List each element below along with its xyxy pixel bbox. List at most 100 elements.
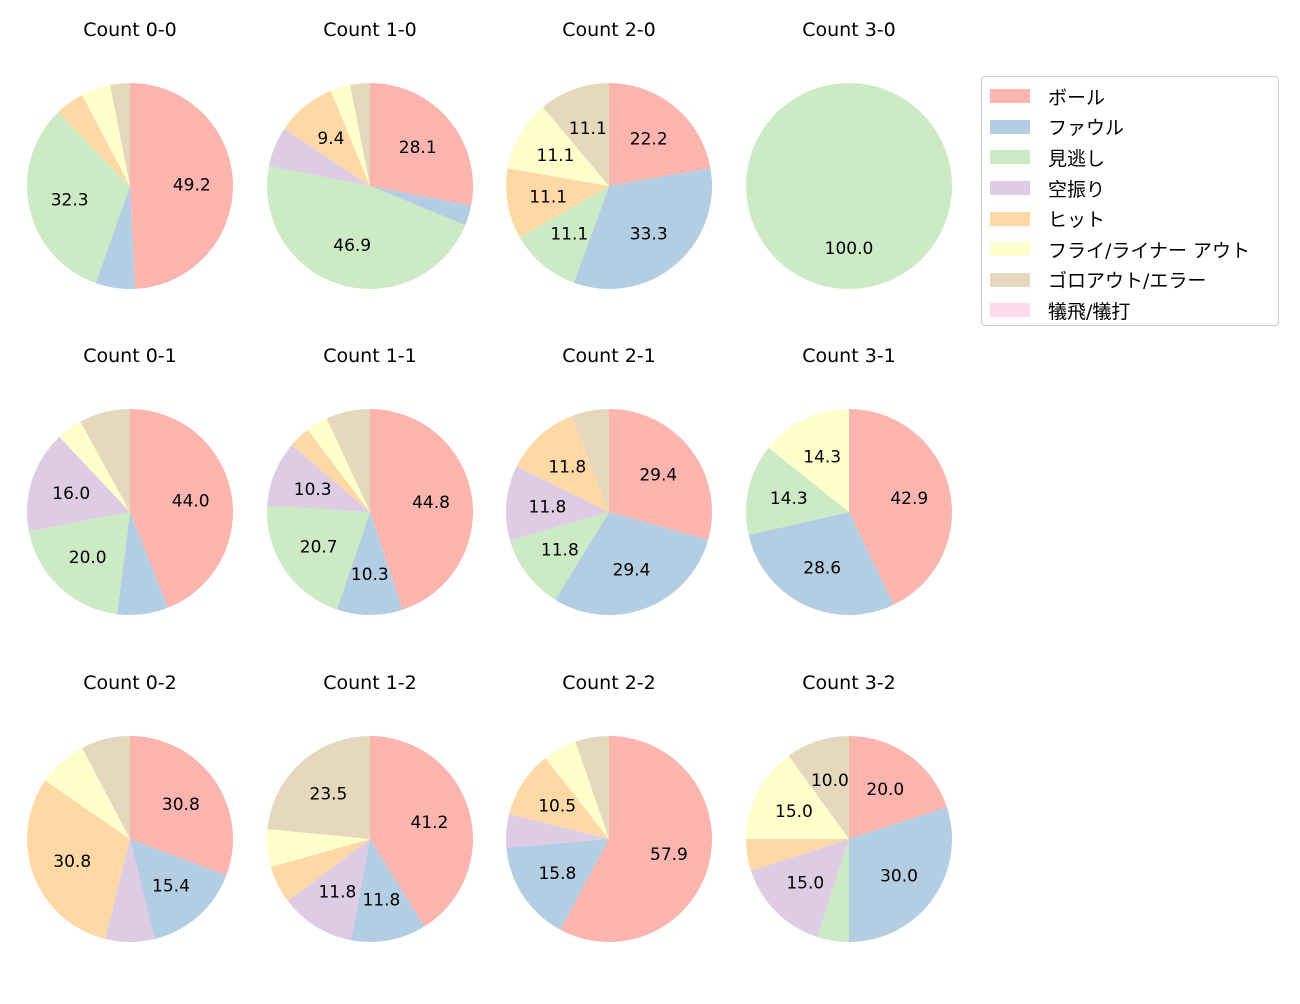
- slice-value-label: 11.8: [318, 883, 356, 903]
- legend-swatch: [990, 211, 1030, 226]
- slice-value-label: 11.1: [537, 146, 575, 166]
- slice-value-label: 11.8: [541, 540, 579, 560]
- pie-slice-3: [267, 444, 370, 512]
- pie-slice-1: [117, 512, 168, 615]
- pie-slice-1: [336, 512, 403, 615]
- slice-value-label: 44.0: [172, 491, 210, 511]
- slice-value-label: 10.0: [811, 771, 849, 791]
- slice-value-label: 32.3: [51, 190, 89, 210]
- pie-slice-3: [27, 436, 131, 532]
- pie-slice-5: [768, 409, 849, 512]
- legend-item: 空振り: [990, 173, 1278, 204]
- pie-slice-3: [268, 128, 370, 186]
- pie-title: Count 0-2: [83, 672, 177, 694]
- slice-value-label: 15.0: [786, 874, 824, 894]
- pie-slice-4: [291, 429, 370, 512]
- pie-slice-5: [307, 418, 370, 512]
- pie-slice-4: [270, 839, 370, 901]
- pie-title: Count 1-2: [323, 672, 417, 694]
- pie-title: Count 0-1: [83, 345, 177, 367]
- legend-swatch: [990, 272, 1030, 287]
- pie-slice-6: [82, 736, 130, 839]
- slice-value-label: 20.0: [866, 780, 904, 800]
- pie-slice-6: [326, 409, 370, 512]
- pie-slice-4: [284, 90, 370, 186]
- legend-item: ファウル: [990, 112, 1278, 143]
- slice-value-label: 100.0: [825, 239, 874, 259]
- pie-slice-6: [267, 736, 370, 839]
- pie-slice-1: [748, 512, 894, 616]
- legend-item: フライ/ライナー アウト: [990, 234, 1278, 265]
- pie-slice-5: [45, 747, 130, 839]
- legend-item: ボール: [990, 81, 1278, 112]
- slice-value-label: 10.5: [538, 796, 576, 816]
- pie-title: Count 2-0: [562, 19, 656, 41]
- pie-slice-4: [505, 168, 609, 238]
- legend-label: ファウル: [1048, 117, 1125, 140]
- pie-slice-4: [516, 415, 609, 512]
- slice-value-label: 30.0: [880, 866, 918, 886]
- legend-swatch: [990, 181, 1030, 196]
- slice-value-label: 33.3: [630, 224, 668, 244]
- slice-value-label: 46.9: [333, 236, 371, 256]
- slice-value-label: 57.9: [650, 845, 688, 865]
- legend-item: ヒット: [990, 203, 1278, 234]
- pie-slice-2: [267, 166, 466, 289]
- pie-title: Count 1-1: [323, 345, 417, 367]
- pie-slice-4: [746, 839, 849, 871]
- slice-value-label: 23.5: [310, 784, 348, 804]
- slice-value-label: 15.4: [152, 876, 190, 896]
- slice-value-label: 49.2: [173, 175, 211, 195]
- pie-slice-6: [350, 83, 370, 186]
- slice-value-label: 41.2: [411, 813, 449, 833]
- slice-value-label: 28.1: [399, 138, 437, 158]
- pie-slice-5: [507, 107, 609, 186]
- pie-slice-5: [746, 755, 849, 839]
- legend-label: ゴロアウト/エラー: [1048, 270, 1207, 293]
- slice-value-label: 11.8: [362, 891, 400, 911]
- pie-slice-5: [59, 421, 130, 512]
- slice-value-label: 11.8: [529, 497, 567, 517]
- legend-swatch: [990, 89, 1030, 104]
- slice-value-label: 44.8: [412, 493, 450, 513]
- slice-value-label: 11.1: [569, 119, 607, 139]
- legend-label: 見逃し: [1048, 147, 1106, 170]
- pie-slice-4: [58, 94, 131, 186]
- pie-slice-3: [287, 839, 370, 941]
- slice-value-label: 30.8: [162, 795, 200, 815]
- pie-slice-5: [330, 84, 370, 186]
- pie-slice-6: [571, 409, 609, 512]
- legend-swatch: [990, 119, 1030, 134]
- pie-slice-0: [370, 409, 473, 610]
- pie-slice-0: [370, 736, 474, 927]
- pie-slice-1: [849, 807, 952, 942]
- slice-value-label: 11.8: [548, 457, 586, 477]
- slice-value-label: 10.3: [294, 480, 332, 500]
- pie-slice-1: [555, 512, 709, 615]
- slice-value-label: 11.1: [529, 188, 567, 208]
- pie-slice-6: [80, 409, 130, 512]
- pie-title: Count 2-1: [562, 345, 656, 367]
- legend-label: フライ/ライナー アウト: [1048, 239, 1251, 262]
- slice-value-label: 16.0: [52, 484, 90, 504]
- slice-value-label: 29.4: [639, 466, 677, 486]
- slice-value-label: 10.3: [351, 565, 389, 585]
- pie-slice-2: [510, 512, 609, 600]
- pie-slice-2: [26, 112, 130, 284]
- pie-slice-1: [351, 839, 425, 943]
- pie-slice-4: [509, 757, 609, 839]
- pie-slice-0: [609, 409, 713, 540]
- pie-slice-5: [267, 829, 370, 867]
- pie-slice-0: [370, 83, 473, 206]
- pie-title: Count 3-2: [802, 672, 896, 694]
- pie-slice-2: [817, 839, 849, 942]
- legend-swatch: [990, 303, 1030, 318]
- pie-slice-4: [26, 780, 130, 940]
- slice-value-label: 15.0: [775, 802, 813, 822]
- pie-slice-2: [519, 186, 609, 283]
- pie-slice-0: [560, 736, 713, 943]
- slice-value-label: 14.3: [803, 447, 841, 467]
- pie-slice-2: [746, 447, 849, 535]
